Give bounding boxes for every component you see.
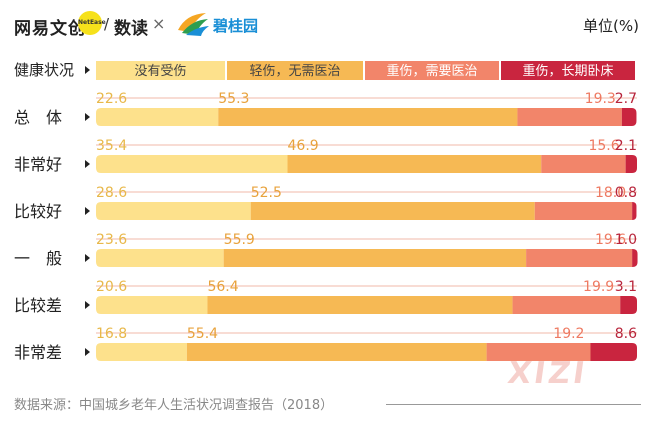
bar-segment <box>96 108 219 126</box>
bar-segment <box>632 249 638 267</box>
legend-label: 轻伤，无需医治 <box>249 64 340 79</box>
bar-value-label: 18.0 <box>595 185 626 201</box>
bar-segment <box>632 202 637 220</box>
bar-value-label: 2.7 <box>615 91 637 107</box>
bar-segment <box>486 343 591 361</box>
source-note: 数据来源：中国城乡老年人生活状况调查报告（2018） <box>14 398 334 413</box>
row-arrow-icon <box>85 348 90 356</box>
bar-segment <box>541 155 626 173</box>
shudu-logo-text: 数读 <box>114 19 148 39</box>
bar-value-label: 23.6 <box>96 232 127 248</box>
bar-segment <box>534 202 633 220</box>
bar-value-label: 3.1 <box>615 279 637 295</box>
bar-segment <box>96 155 288 173</box>
bar-segment <box>287 155 542 173</box>
bar-value-label: 55.4 <box>187 326 218 342</box>
bar-value-label: 8.6 <box>615 326 637 342</box>
bar-value-label: 19.6 <box>595 232 626 248</box>
bar-segment <box>218 108 518 126</box>
bar-segment <box>96 202 251 220</box>
legend-label: 重伤，需要医治 <box>386 63 477 79</box>
bar-value-label: 0.8 <box>615 185 637 201</box>
bar-value-label: 52.5 <box>251 185 282 201</box>
bar-value-label: 22.6 <box>96 91 127 107</box>
cross-icon: × <box>152 14 166 33</box>
legend-swatch <box>365 61 499 80</box>
bar-value-label: 28.6 <box>96 185 127 201</box>
bar-segment <box>620 296 637 314</box>
bar-segment <box>186 343 487 361</box>
bar-segment <box>96 296 208 314</box>
bar-value-label: 35.4 <box>96 138 127 154</box>
watermark: XIZI <box>505 356 590 391</box>
row-category-label: 一 般 <box>14 249 62 268</box>
unit-label: 单位(%) <box>583 17 639 35</box>
row-category-label: 比较好 <box>14 202 62 221</box>
bar-segment <box>625 155 637 173</box>
legend-label: 没有受伤 <box>134 64 186 79</box>
row-category-label: 总 体 <box>14 108 62 127</box>
legend-swatch <box>227 61 363 80</box>
bar-segment <box>250 202 535 220</box>
bar-value-label: 55.3 <box>218 91 249 107</box>
bar-value-label: 19.3 <box>585 91 616 107</box>
legend-title: 健康状况 <box>14 61 74 79</box>
bar-value-label: 20.6 <box>96 279 127 295</box>
bar-value-label: 19.9 <box>583 279 614 295</box>
bar-value-label: 56.4 <box>207 279 238 295</box>
row-category-label: 非常差 <box>14 343 62 362</box>
bar-segment <box>526 249 633 267</box>
bar-segment <box>517 108 622 126</box>
legend-swatch <box>96 61 225 80</box>
row-category-label: 比较差 <box>14 296 62 315</box>
footer-divider <box>386 404 641 405</box>
bar-segment <box>96 249 224 267</box>
row-arrow-icon <box>85 254 90 262</box>
legend-label: 重伤，长期卧床 <box>522 63 613 79</box>
bar-segment <box>223 249 527 267</box>
row-category-label: 非常好 <box>14 155 62 174</box>
row-arrow-icon <box>85 113 90 121</box>
bar-value-label: 2.1 <box>615 138 637 154</box>
header: 网易文创 NetEase / 数读 × 碧桂园 单位(%) <box>0 0 655 48</box>
bar-value-label: 19.2 <box>553 326 584 342</box>
bar-segment <box>590 343 637 361</box>
row-arrow-icon <box>85 301 90 309</box>
row-arrow-icon <box>85 160 90 168</box>
netease-logo-text: 网易文创 <box>14 19 86 39</box>
country-garden-logo-icon <box>178 13 209 36</box>
bar-segment <box>512 296 621 314</box>
bar-value-label: 55.9 <box>224 232 255 248</box>
legend-arrow-icon <box>85 66 90 74</box>
legend-swatch <box>501 61 635 80</box>
row-arrow-icon <box>85 207 90 215</box>
bar-value-label: 15.6 <box>588 138 619 154</box>
country-garden-logo-text: 碧桂园 <box>213 17 259 35</box>
bar-segment <box>207 296 513 314</box>
netease-logo-icon: NetEase <box>78 11 106 35</box>
bar-value-label: 16.8 <box>96 326 127 342</box>
brand-separator: / <box>104 15 110 33</box>
bar-segment <box>621 108 637 126</box>
bar-value-label: 1.0 <box>615 232 637 248</box>
bar-value-label: 46.9 <box>288 138 319 154</box>
bar-segment <box>96 343 187 361</box>
